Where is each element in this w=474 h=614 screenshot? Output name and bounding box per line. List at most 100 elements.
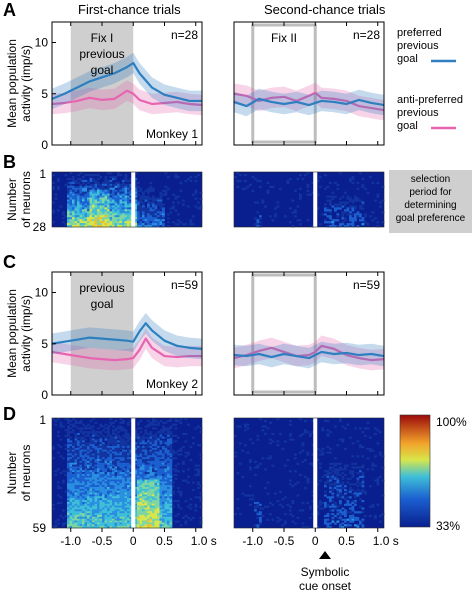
heatmap-frame <box>51 417 203 529</box>
heatmap-cell <box>269 215 272 218</box>
heatmap-cell <box>127 436 130 439</box>
heatmap-cell <box>107 483 110 486</box>
heatmap-cell <box>127 498 130 501</box>
heatmap-cell <box>144 464 148 467</box>
heatmap-cell <box>144 429 148 432</box>
heatmap-cell <box>117 449 120 452</box>
heatmap-cell <box>336 505 340 508</box>
heatmap-cell <box>99 225 103 228</box>
heatmap-cell <box>306 193 310 196</box>
heatmap-cell <box>144 457 148 460</box>
heatmap-cell <box>144 479 148 482</box>
heatmap-cell <box>142 513 145 516</box>
heatmap-cell <box>256 516 260 519</box>
heatmap-cell <box>162 477 165 480</box>
heatmap-cell <box>92 490 95 493</box>
heatmap-cell <box>351 442 355 445</box>
heatmap-cell <box>324 483 327 486</box>
heatmap-cell <box>92 496 95 499</box>
heatmap-cell <box>137 225 140 228</box>
heatmap-cell <box>157 514 160 518</box>
heatmap-cell <box>361 507 365 510</box>
heatmap-cell <box>92 455 95 458</box>
heatmap-cell <box>87 217 90 220</box>
heatmap-cell <box>299 195 302 198</box>
heatmap-cell <box>104 193 108 196</box>
heatmap-cell <box>72 503 75 506</box>
heatmap-cell <box>79 201 83 204</box>
heatmap-cell <box>82 219 85 222</box>
heatmap-cell <box>239 442 242 445</box>
heatmap-cell <box>92 449 95 452</box>
heatmap-cell <box>107 486 110 490</box>
heatmap-cell <box>154 453 158 456</box>
heatmap-cell <box>99 473 103 477</box>
heatmap-cell <box>371 468 375 471</box>
heatmap-cell <box>77 205 80 208</box>
heatmap-cell <box>94 421 98 424</box>
heatmap-cell <box>189 518 193 521</box>
heatmap-cell <box>84 193 88 196</box>
heatmap-cell <box>376 429 380 432</box>
heatmap-cell <box>134 526 138 529</box>
heatmap-cell <box>147 432 150 436</box>
heatmap-cell <box>182 445 185 449</box>
heatmap-cell <box>77 201 80 204</box>
heatmap-cell <box>74 477 78 480</box>
heatmap-cell <box>74 181 78 185</box>
heatmap-cell <box>154 209 158 212</box>
heatmap-cell <box>289 177 292 181</box>
heatmap-cell <box>109 221 113 224</box>
heatmap-cell <box>142 479 145 482</box>
heatmap-cell <box>97 479 100 482</box>
heatmap-cell <box>92 438 95 441</box>
selection-note-line: goal preference <box>396 213 466 224</box>
heatmap-cell <box>149 423 153 426</box>
heatmap-cell <box>187 205 190 208</box>
heatmap-cell <box>164 185 168 189</box>
heatmap-cell <box>77 468 80 471</box>
heatmap-cell <box>57 444 60 447</box>
x-tick-label: 0 <box>312 534 319 548</box>
heatmap-cell <box>124 514 128 518</box>
heatmap-cell <box>167 460 170 464</box>
heatmap-cell <box>361 475 365 478</box>
heatmap-cell <box>74 421 78 424</box>
heatmap-cell <box>82 195 85 198</box>
heatmap-cell <box>336 485 340 488</box>
heatmap-cell <box>154 205 158 208</box>
heatmap-cell <box>139 215 143 218</box>
heatmap-cell <box>147 223 150 226</box>
heatmap-cell <box>301 460 305 464</box>
heatmap-cell <box>109 201 113 204</box>
heatmap-cell <box>189 175 193 179</box>
heatmap-cell <box>311 191 315 194</box>
heatmap-cell <box>137 453 140 456</box>
heatmap-cell <box>157 445 160 449</box>
heatmap-cell <box>67 503 70 506</box>
heatmap-cell <box>142 459 145 462</box>
heatmap-cell <box>184 451 188 454</box>
heatmap-cell <box>142 522 145 525</box>
heatmap-cell <box>199 197 203 200</box>
heatmap-cell <box>329 479 332 482</box>
heatmap-cell <box>174 468 178 471</box>
heatmap-cell <box>87 207 90 210</box>
heatmap-cell <box>67 447 70 450</box>
heatmap-cell <box>259 221 262 224</box>
heatmap-cell <box>69 203 73 206</box>
heatmap-cell <box>316 179 320 183</box>
heatmap-cell <box>109 185 113 189</box>
heatmap-cell <box>167 462 170 465</box>
heatmap-cell <box>84 459 88 462</box>
heatmap-cell <box>67 516 70 519</box>
monkey-label: Monkey 1 <box>146 127 198 141</box>
heatmap-cell <box>149 442 153 445</box>
heatmap-cell <box>99 425 103 428</box>
heatmap-cell <box>147 221 150 224</box>
heatmap-cell <box>162 468 165 471</box>
heatmap-cell <box>239 513 242 516</box>
heatmap-cell <box>154 503 158 506</box>
heatmap-cell <box>319 185 322 189</box>
